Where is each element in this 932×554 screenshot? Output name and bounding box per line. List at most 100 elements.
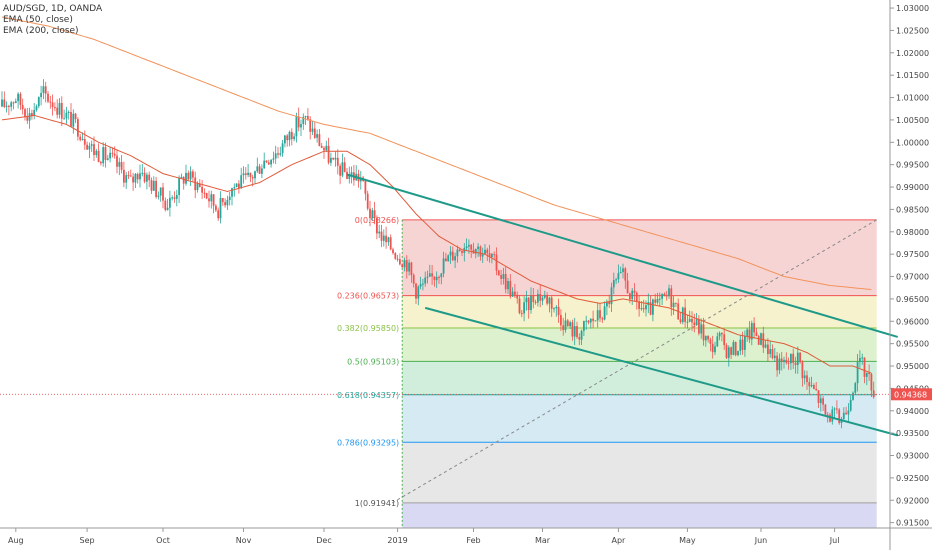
candle-up <box>541 297 544 301</box>
candle-up <box>555 306 558 309</box>
candle-down <box>286 135 289 141</box>
candle-up <box>803 375 806 379</box>
candle-down <box>182 176 185 184</box>
candle-down <box>721 333 723 335</box>
candle-down <box>504 274 507 290</box>
candle-up <box>171 197 174 199</box>
candle-down <box>307 116 309 120</box>
last-price-tag <box>891 388 932 401</box>
candle-up <box>65 112 68 119</box>
y-tick-label: 0.93000 <box>896 452 929 461</box>
candle-up <box>594 320 597 322</box>
candle-down <box>633 290 636 293</box>
candle-down <box>829 414 831 422</box>
candle-down <box>813 385 815 389</box>
candle-up <box>233 187 236 189</box>
candle-down <box>654 299 657 303</box>
candle-up <box>543 295 546 298</box>
candle-down <box>392 249 394 254</box>
fib-level-label: 0.786(0.93295) <box>337 438 399 447</box>
candle-up <box>42 86 45 93</box>
candle-up <box>311 128 314 132</box>
candle-up <box>716 336 719 347</box>
candle-up <box>656 298 659 303</box>
candle-down <box>97 150 100 162</box>
candle-up <box>849 399 852 411</box>
candle-up <box>668 288 670 297</box>
candle-down <box>601 318 604 320</box>
candle-up <box>28 113 31 121</box>
candle-up <box>371 210 374 219</box>
y-tick-label: 1.03000 <box>896 4 929 13</box>
candle-down <box>815 388 818 391</box>
candle-down <box>318 134 321 146</box>
candle-up <box>185 172 187 184</box>
candle-up <box>219 198 222 219</box>
candle-down <box>201 186 203 193</box>
candle-up <box>856 362 859 384</box>
candle-up <box>270 159 272 165</box>
y-tick-label: 0.99500 <box>896 161 929 170</box>
candle-down <box>608 302 611 305</box>
candle-up <box>109 152 111 159</box>
candle-down <box>203 192 206 194</box>
fib-level-label: 0.5(0.95103) <box>347 357 399 366</box>
candle-up <box>769 349 772 354</box>
candle-down <box>410 262 413 276</box>
candle-up <box>537 293 539 303</box>
candle-down <box>164 200 167 210</box>
candle-down <box>826 414 829 416</box>
candle-up <box>382 235 385 241</box>
candle-down <box>401 264 404 268</box>
candle-down <box>824 404 827 415</box>
candle-down <box>129 175 132 177</box>
candle-down <box>626 280 629 294</box>
fib-zone <box>402 502 877 528</box>
candle-down <box>192 171 194 178</box>
candle-down <box>500 275 502 279</box>
candle-up <box>573 326 576 337</box>
candle-up <box>284 135 286 144</box>
candle-down <box>532 296 535 303</box>
y-tick-label: 0.95000 <box>896 362 929 371</box>
candle-up <box>67 111 70 113</box>
candle-up <box>553 308 555 310</box>
candle-up <box>17 93 19 102</box>
symbol-title[interactable]: AUD/SGD, 1D, OANDA <box>3 4 103 14</box>
candle-up <box>63 118 65 120</box>
candle-down <box>187 172 190 180</box>
candle-down <box>518 298 521 314</box>
candle-up <box>507 281 509 290</box>
candle-up <box>491 254 493 258</box>
candle-up <box>435 276 438 281</box>
candle-up <box>454 256 456 261</box>
candle-down <box>707 335 709 340</box>
candle-down <box>592 318 594 321</box>
fib-level-label: 1(0.91941) <box>355 499 399 508</box>
candle-up <box>847 410 850 415</box>
y-tick-label: 0.92500 <box>896 474 929 483</box>
candle-down <box>83 139 86 145</box>
ema200-legend[interactable]: EMA (200, close) <box>3 26 79 36</box>
ema50-legend[interactable]: EMA (50, close) <box>3 15 73 25</box>
candle-up <box>468 244 470 247</box>
y-tick-label: 1.00000 <box>896 138 929 147</box>
candle-down <box>845 412 847 415</box>
candle-down <box>624 268 627 281</box>
fib-zone <box>402 442 877 503</box>
candle-down <box>394 253 397 259</box>
candle-down <box>562 325 565 331</box>
candle-up <box>704 335 707 341</box>
candle-down <box>516 294 519 299</box>
candle-down <box>415 283 417 299</box>
candle-down <box>817 390 820 403</box>
candle-down <box>776 355 778 371</box>
candle-down <box>675 302 677 304</box>
candle-up <box>288 131 291 141</box>
candle-down <box>794 362 797 365</box>
candle-up <box>481 254 484 257</box>
candle-down <box>123 169 125 183</box>
candle-up <box>293 136 295 140</box>
